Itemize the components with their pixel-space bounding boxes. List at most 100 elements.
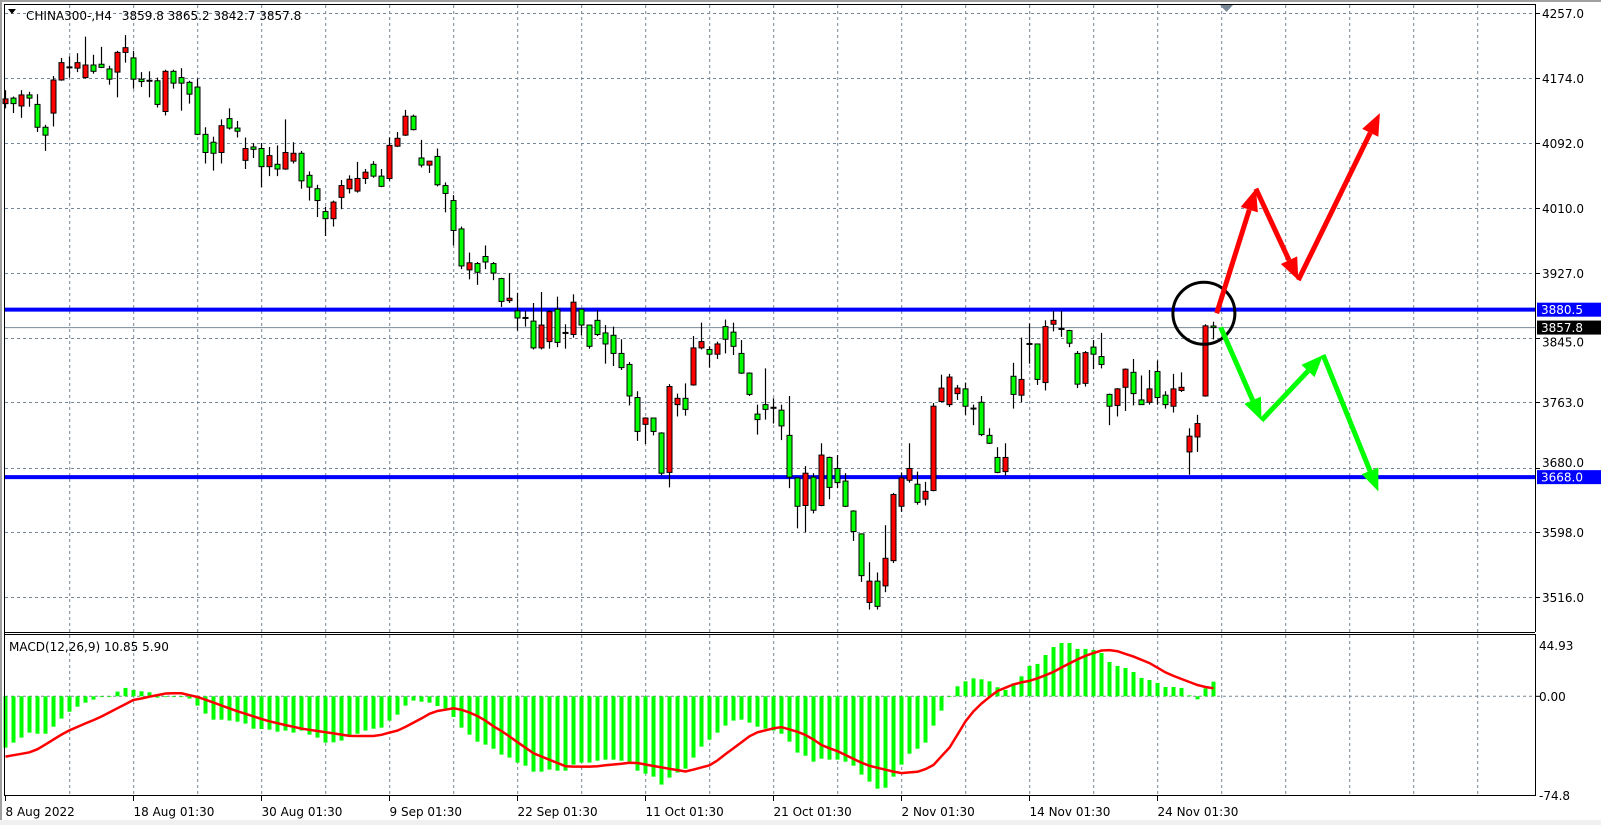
symbol-timeframe: CHINA300-,H4 xyxy=(26,9,112,23)
candle xyxy=(314,184,321,218)
bearish-scenario-arrow[interactable] xyxy=(1218,326,1262,421)
candle-body-bull xyxy=(882,557,889,587)
arrow-shaft[interactable] xyxy=(1259,369,1310,423)
candle-body-doji xyxy=(522,316,529,319)
macd-histogram-bar xyxy=(763,696,768,729)
candle xyxy=(410,114,417,131)
ohlc-readout: 3859.8 3865.2 3842.7 3857.8 xyxy=(122,9,301,23)
candle xyxy=(50,76,57,127)
macd-histogram-bar xyxy=(1075,648,1080,697)
candle xyxy=(642,417,649,445)
arrow-shaft[interactable] xyxy=(1214,208,1252,314)
candle xyxy=(466,252,473,280)
candle xyxy=(98,46,105,69)
arrow-head-icon[interactable] xyxy=(1244,396,1262,421)
candle xyxy=(42,124,49,151)
arrow-head-icon[interactable] xyxy=(1280,256,1299,281)
arrow-head-icon[interactable] xyxy=(1301,354,1324,378)
candle xyxy=(1202,324,1209,397)
candle xyxy=(186,80,193,104)
candle-body-bear xyxy=(1106,393,1113,407)
candle-body-bear xyxy=(978,401,985,436)
candle xyxy=(730,322,737,355)
arrow-head-icon[interactable] xyxy=(1361,467,1379,492)
candle-body-bull xyxy=(338,185,345,198)
candle-body-bull xyxy=(674,397,681,406)
arrow-head-icon[interactable] xyxy=(1240,188,1258,213)
arrow-shaft[interactable] xyxy=(1320,354,1373,472)
candle-body-bear xyxy=(762,404,769,410)
bullish-scenario-arrow[interactable] xyxy=(1296,113,1380,282)
candle-body-bear xyxy=(586,324,593,347)
highlight-circle[interactable] xyxy=(1171,280,1237,346)
candle-body-doji xyxy=(146,79,153,82)
candle-body-bull xyxy=(218,125,225,153)
arrow-head-icon[interactable] xyxy=(1362,113,1380,137)
candle-body-bear xyxy=(618,352,625,369)
drawn-objects[interactable] xyxy=(1171,113,1380,492)
macd-histogram-bar xyxy=(939,696,944,711)
arrow-shaft[interactable] xyxy=(1218,326,1255,402)
macd-histogram-bar xyxy=(1067,642,1072,697)
price-tick-label: 4257.0 xyxy=(1542,7,1584,21)
candle-body-bull xyxy=(402,115,409,136)
candle xyxy=(122,35,129,63)
macd-histogram-bar xyxy=(387,696,392,721)
candle-body-bull xyxy=(690,347,697,386)
candle xyxy=(690,336,697,386)
candle-body-bear xyxy=(858,533,865,577)
arrow-shaft[interactable] xyxy=(1253,187,1292,262)
candle xyxy=(754,404,761,435)
candle xyxy=(634,391,641,441)
candle xyxy=(458,226,465,270)
candle-body-bull xyxy=(1042,326,1049,384)
candle-body-bear xyxy=(322,211,329,220)
macd-histogram-bar xyxy=(883,696,888,788)
candle-body-bear xyxy=(1138,399,1145,406)
candle xyxy=(250,143,257,158)
candle-body-bear xyxy=(786,434,793,478)
candle-body-bull xyxy=(242,148,249,161)
candle xyxy=(322,206,329,237)
candle-body-bull xyxy=(74,62,81,69)
bullish-scenario-arrow[interactable] xyxy=(1253,187,1299,281)
candle xyxy=(282,119,289,170)
candle xyxy=(818,443,825,507)
bottom-window-edge xyxy=(0,820,1601,825)
macd-histogram-bar xyxy=(1187,695,1192,697)
candle xyxy=(434,148,441,187)
candle-body-bear xyxy=(378,175,385,187)
macd-histogram-bar xyxy=(635,696,640,771)
candle-body-bear xyxy=(130,57,137,80)
candle xyxy=(18,90,25,118)
macd-histogram-bar xyxy=(899,696,904,765)
chart-shift-marker-icon[interactable] xyxy=(1220,5,1233,12)
macd-histogram-bar xyxy=(947,696,952,698)
macd-histogram-bar xyxy=(427,696,432,703)
candle-body-bull xyxy=(1146,388,1153,403)
candle xyxy=(946,373,953,407)
bearish-scenario-arrow[interactable] xyxy=(1259,354,1324,423)
macd-histogram-bar xyxy=(971,678,976,697)
collapse-triangle-icon[interactable] xyxy=(8,9,16,14)
macd-histogram-bar xyxy=(891,696,896,777)
candle-body-bear xyxy=(610,334,617,354)
bearish-scenario-arrow[interactable] xyxy=(1320,354,1379,492)
macd-histogram-bar xyxy=(659,696,664,785)
macd-histogram-bar xyxy=(467,696,472,735)
candle xyxy=(346,175,353,194)
horizontal-levels[interactable] xyxy=(5,307,1535,480)
candle-body-bear xyxy=(1010,375,1017,395)
candle xyxy=(874,572,881,610)
candle-body-bear xyxy=(986,434,993,444)
macd-histogram-bar xyxy=(699,696,704,747)
bullish-scenario-arrow[interactable] xyxy=(1214,188,1258,314)
arrow-shaft[interactable] xyxy=(1296,131,1373,282)
candle-body-bull xyxy=(114,51,121,73)
candle-body-bull xyxy=(538,324,545,349)
macd-histogram-bar xyxy=(475,696,480,742)
macd-histogram-bar xyxy=(275,696,280,732)
candle xyxy=(1098,332,1105,369)
macd-histogram-bar xyxy=(51,696,56,727)
